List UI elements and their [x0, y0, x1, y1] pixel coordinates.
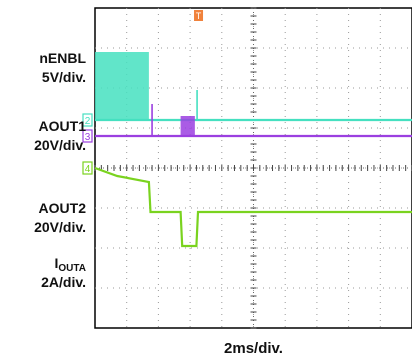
channel-3-burst	[180, 116, 195, 136]
channel-1-name: nENBL	[39, 50, 86, 66]
channel-marker-label: 2	[85, 116, 91, 127]
channel-marker-box	[82, 161, 93, 175]
trigger-marker-box	[194, 10, 204, 21]
trigger-marker-label: T	[196, 11, 202, 21]
channel-3-name: AOUT2	[38, 200, 86, 216]
channel-1-scale: 5V/div.	[41, 69, 86, 85]
channel-markers: 1234T	[82, 10, 204, 175]
channel-2-name: AOUT1	[38, 118, 86, 134]
channel-2-burst	[95, 52, 149, 120]
channel-3-marker: 3	[82, 129, 93, 143]
channel-marker-box	[82, 113, 93, 127]
traces	[94, 52, 412, 248]
channel-2-scale: 20V/div.	[34, 137, 86, 153]
channel-4-scale: 2A/div.	[41, 274, 86, 290]
channel-marker-box	[82, 129, 93, 143]
channel-3-scale: 20V/div.	[34, 219, 86, 235]
grid	[94, 7, 412, 329]
channel-marker-label: 3	[85, 132, 91, 143]
channel-marker-label: 4	[85, 164, 91, 175]
channel-4-marker: 4	[82, 161, 93, 175]
channel-2-marker: 2	[82, 113, 93, 127]
channel-4-name: IOUTA	[54, 255, 86, 274]
trigger-marker: T	[194, 10, 204, 21]
x-axis-label: 2ms/div.	[224, 340, 283, 357]
channel-4-trace	[94, 166, 412, 248]
